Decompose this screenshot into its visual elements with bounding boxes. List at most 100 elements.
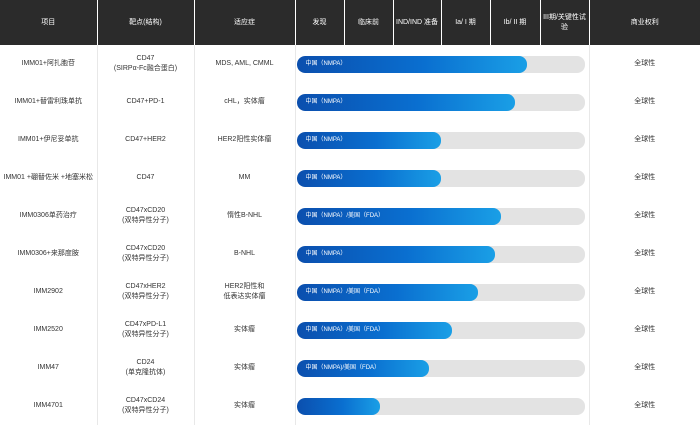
table-row: IMM2520 CD47xPD-L1 (双特异性分子) 实体瘤 中国（NMPA）/美国（… xyxy=(0,311,700,349)
cell-indication: 实体瘤 xyxy=(194,387,296,425)
progress-track: 中国（NMPA）/美国（FDA） xyxy=(296,283,585,301)
progress-track: 中国（NMPA） xyxy=(296,93,585,111)
cell-indication: 实体瘤 xyxy=(194,349,296,387)
progress-fill xyxy=(296,131,441,149)
header-phase-1b-2: Ib/ II 期 xyxy=(490,0,541,45)
table-row: IMM47 CD24 (单克隆抗体) 实体瘤 中国（NMPA)/美国（FDA） 全球性 xyxy=(0,349,700,387)
table-row: IMM0306+来那度胺 CD47xCD20 (双特异性分子) B-NHL 中国（NMP… xyxy=(0,235,700,273)
cell-project: IMM0306+来那度胺 xyxy=(0,235,98,273)
progress-fill xyxy=(296,245,496,263)
progress-label: 中国（NMPA） xyxy=(305,136,347,143)
cell-target: CD47 xyxy=(97,159,195,197)
table-row: IMM01+替雷利珠单抗 CD47+PD-1 cHL，实体瘤 中国（NMPA） 全球性 xyxy=(0,83,700,121)
progress-fill xyxy=(296,283,478,301)
header-project: 项目 xyxy=(0,0,98,45)
pipeline-table: 项目 靶点(结构) 适应症 发现 临床前 IND/IND 准备 Ia/ I 期 … xyxy=(0,0,700,425)
progress-fill xyxy=(296,207,501,225)
cell-target: CD47+HER2 xyxy=(97,121,195,159)
table-row: IMM01+伊尼妥单抗 CD47+HER2 HER2阳性实体瘤 中国（NMPA） 全球性 xyxy=(0,121,700,159)
cell-target: CD47xCD24 (双特异性分子) xyxy=(97,387,195,425)
cell-target: CD47xCD20 (双特异性分子) xyxy=(97,197,195,235)
cell-progress: 中国（NMPA） xyxy=(295,45,590,83)
cell-project: IMM47 xyxy=(0,349,98,387)
cell-rights: 全球性 xyxy=(634,364,656,371)
table-row: IMM01+阿扎胞苷 CD47 (SIRPα-Fc融合蛋白) MDS, AML, CM… xyxy=(0,45,700,83)
progress-label: 中国（NMPA） xyxy=(305,98,347,105)
cell-project: IMM4701 xyxy=(0,387,98,425)
progress-track: 中国（NMPA）/美国（FDA） xyxy=(296,321,585,339)
progress-track: 中国（NMPA） xyxy=(296,55,585,73)
progress-track: 中国（NMPA)/美国（FDA） xyxy=(296,359,585,377)
progress-fill xyxy=(296,359,429,377)
cell-rights: 全球性 xyxy=(589,387,700,425)
progress-label: 中国（NMPA）/美国（FDA） xyxy=(305,326,385,333)
cell-indication: MDS, AML, CMML xyxy=(194,45,296,83)
cell-rights: 全球性 xyxy=(634,136,656,143)
cell-progress: 中国（NMPA） xyxy=(295,159,590,197)
progress-fill xyxy=(296,55,527,73)
table-row: IMM01 +硼替佐米 +地塞米松 CD47 MM 中国（NMPA） 全球性 xyxy=(0,159,700,197)
cell-rights: 全球性 xyxy=(589,83,700,121)
cell-indication: cHL，实体瘤 xyxy=(194,83,296,121)
header-commercial-rights: 商业权利 xyxy=(589,0,700,45)
progress-label: 中国（NMPA） xyxy=(305,250,347,257)
cell-project: IMM01+替雷利珠单抗 xyxy=(0,83,98,121)
progress-label: 中国（NMPA） xyxy=(305,174,347,181)
cell-rights: 全球性 xyxy=(589,159,700,197)
table-row: IMM4701 CD47xCD24 (双特异性分子) 实体瘤 全球性 xyxy=(0,387,700,425)
cell-rights: 全球性 xyxy=(589,235,700,273)
cell-project: IMM2902 xyxy=(0,273,98,311)
cell-progress: 中国（NMPA）/美国（FDA） xyxy=(295,197,590,235)
table-header-row: 项目 靶点(结构) 适应症 发现 临床前 IND/IND 准备 Ia/ I 期 … xyxy=(0,0,700,45)
table-body: IMM01+阿扎胞苷 CD47 (SIRPα-Fc融合蛋白) MDS, AML, CM… xyxy=(0,45,700,425)
progress-label: 中国（NMPA)/美国（FDA） xyxy=(305,364,381,371)
cell-indication: 实体瘤 xyxy=(194,311,296,349)
progress-track xyxy=(296,397,585,415)
header-target: 靶点(结构) xyxy=(97,0,195,45)
cell-target: CD47 (SIRPα-Fc融合蛋白) xyxy=(97,45,195,83)
cell-project: IMM0306单药治疗 xyxy=(0,197,98,235)
progress-track: 中国（NMPA） xyxy=(296,169,585,187)
header-phase-3: III期/关键性试验 xyxy=(540,0,590,45)
cell-target: CD47xPD-L1 (双特异性分子) xyxy=(97,311,195,349)
cell-rights: 全球性 xyxy=(634,60,656,67)
header-phase-1a: Ia/ I 期 xyxy=(441,0,491,45)
progress-track: 中国（NMPA） xyxy=(296,245,585,263)
cell-progress: 中国（NMPA） xyxy=(295,121,590,159)
cell-indication: HER2阳性实体瘤 xyxy=(194,121,296,159)
header-ind: IND/IND 准备 xyxy=(393,0,442,45)
cell-progress: 中国（NMPA） xyxy=(295,83,590,121)
cell-indication: B-NHL xyxy=(194,235,296,273)
header-preclinical: 临床前 xyxy=(344,0,394,45)
cell-project: IMM01+伊尼妥单抗 xyxy=(0,121,98,159)
cell-indication: MM xyxy=(194,159,296,197)
header-indication: 适应症 xyxy=(194,0,296,45)
cell-project: IMM01+阿扎胞苷 xyxy=(0,45,98,83)
cell-rights: 全球性 xyxy=(634,288,656,295)
progress-fill xyxy=(296,169,441,187)
progress-track: 中国（NMPA） xyxy=(296,131,585,149)
cell-rights: 全球性 xyxy=(589,311,700,349)
cell-rights: 全球性 xyxy=(634,212,656,219)
cell-indication: 惰性B-NHL xyxy=(194,197,296,235)
cell-target: CD47xHER2 (双特异性分子) xyxy=(97,273,195,311)
cell-project: IMM01 +硼替佐米 +地塞米松 xyxy=(0,159,98,197)
cell-progress: 中国（NMPA）/美国（FDA） xyxy=(295,311,590,349)
progress-label: 中国（NMPA）/美国（FDA） xyxy=(305,212,385,219)
cell-progress: 中国（NMPA）/美国（FDA） xyxy=(295,273,590,311)
cell-target: CD47xCD20 (双特异性分子) xyxy=(97,235,195,273)
cell-progress: 中国（NMPA） xyxy=(295,235,590,273)
cell-target: CD24 (单克隆抗体) xyxy=(97,349,195,387)
progress-fill xyxy=(296,321,453,339)
progress-track: 中国（NMPA）/美国（FDA） xyxy=(296,207,585,225)
progress-fill xyxy=(296,397,381,415)
table-row: IMM2902 CD47xHER2 (双特异性分子) HER2阳性和 低表达实体瘤 中国（… xyxy=(0,273,700,311)
progress-label: 中国（NMPA） xyxy=(305,60,347,67)
progress-label: 中国（NMPA）/美国（FDA） xyxy=(305,288,385,295)
progress-fill xyxy=(296,93,516,111)
cell-target: CD47+PD-1 xyxy=(97,83,195,121)
cell-progress xyxy=(295,387,590,425)
cell-project: IMM2520 xyxy=(0,311,98,349)
cell-indication: HER2阳性和 低表达实体瘤 xyxy=(194,273,296,311)
